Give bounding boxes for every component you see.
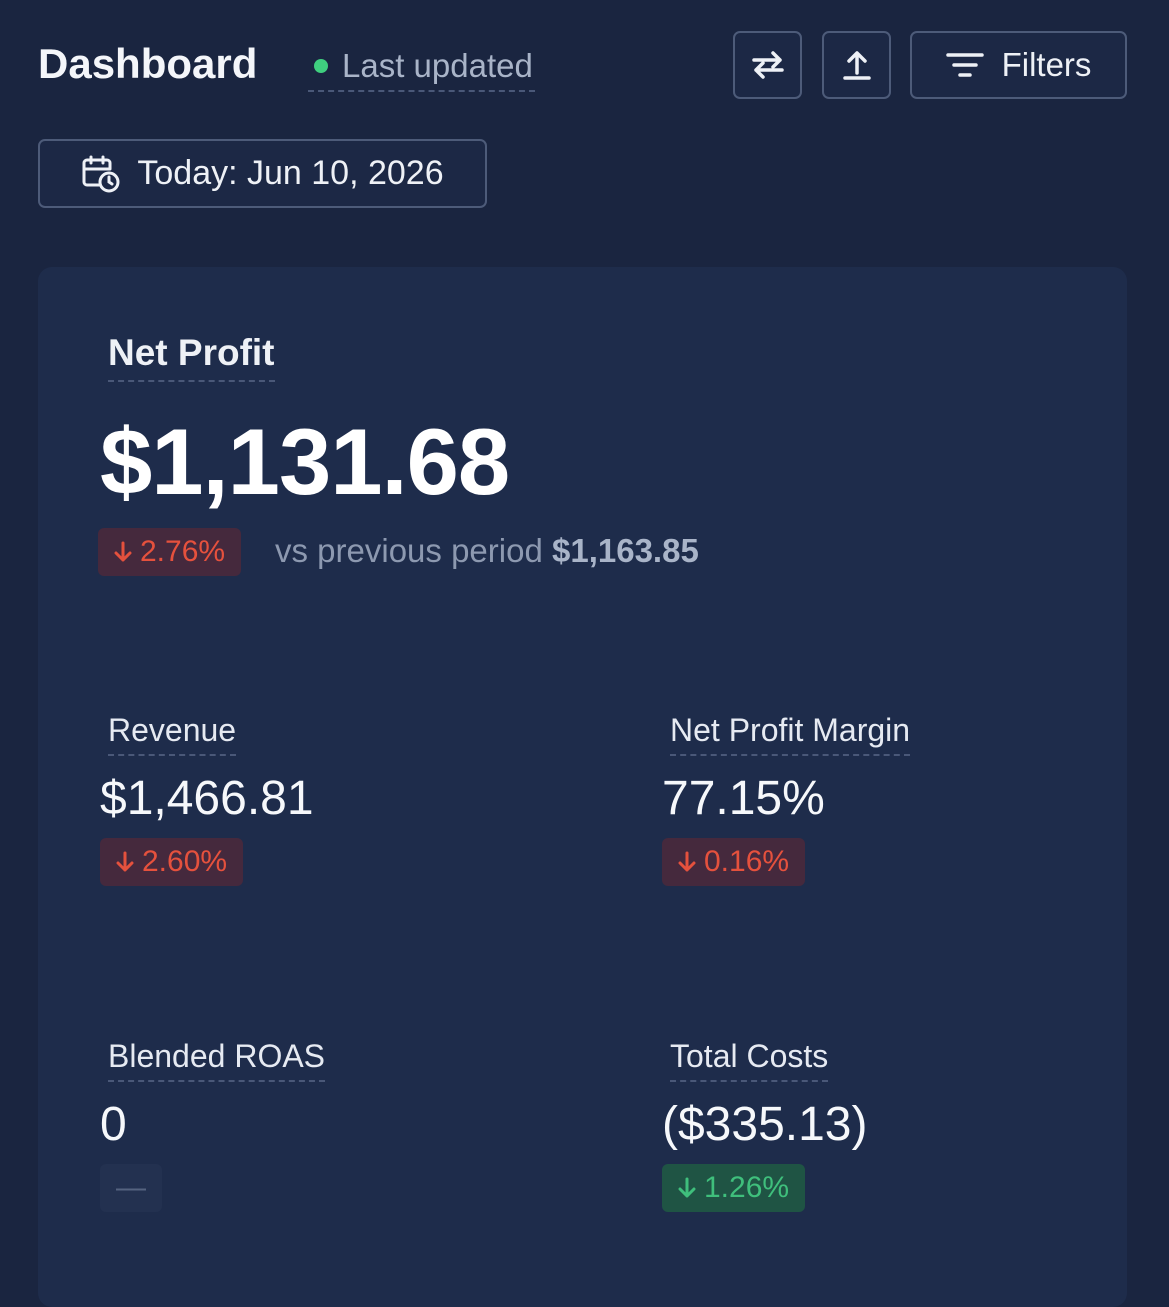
swap-button[interactable] — [733, 31, 802, 99]
metric: Net Profit Margin 77.15% 0.16% — [662, 712, 911, 886]
change-value: 2.76% — [140, 535, 226, 568]
export-icon — [842, 51, 871, 80]
status-dot — [314, 59, 328, 73]
change-badge: 2.60% — [100, 838, 244, 886]
down-arrow — [116, 851, 134, 872]
change-value: 1.26% — [704, 1171, 790, 1204]
down-arrow — [678, 1177, 696, 1198]
summary-card — [38, 267, 1127, 1307]
metric-label[interactable]: Total Costs — [670, 1038, 829, 1082]
change-badge: — — [100, 1164, 162, 1212]
date-button[interactable]: Today: Jun 10, 2026 — [38, 139, 487, 208]
filters-label: Filters — [1001, 46, 1092, 83]
page-title: Dashboard — [38, 40, 258, 87]
filters-icon — [945, 53, 984, 77]
comparison: vs previous period $1,163.85 — [275, 532, 699, 570]
page: Dashboard {"header": {"title": "Dashboar… — [38, 31, 1127, 1307]
last-updated[interactable]: Last updated — [308, 42, 535, 92]
down-arrow — [114, 541, 132, 562]
hero-value: $1,131.68 — [100, 409, 510, 514]
filters-button[interactable]: Filters — [910, 31, 1127, 99]
status-text: Last updated — [342, 47, 533, 84]
metric-label[interactable]: Blended ROAS — [108, 1038, 326, 1082]
change-badge: 1.26% — [662, 1164, 806, 1212]
metric-value: 0 — [100, 1098, 127, 1151]
hero-badge-slot: 2.76% — [98, 528, 242, 576]
metric: Revenue $1,466.81 2.60% — [100, 712, 314, 886]
previous-value: $1,163.85 — [551, 532, 699, 569]
metric-value: $1,466.81 — [100, 772, 314, 825]
change-badge: 2.76% — [98, 528, 242, 576]
date-label: Today: Jun 10, 2026 — [137, 154, 444, 192]
hero-label[interactable]: Net Profit — [108, 332, 275, 382]
change-value: 2.60% — [142, 845, 228, 878]
metric: Blended ROAS 0 — — [100, 1038, 326, 1212]
metric-label[interactable]: Net Profit Margin — [670, 712, 911, 756]
metric-value: ($335.13) — [662, 1098, 868, 1151]
change-value: 0.16% — [704, 845, 790, 878]
comparison-text: vs previous period — [275, 532, 543, 569]
dashboard: Dashboard Last updated Filters Today: Ju… — [38, 31, 1127, 1307]
calendar-icon — [82, 155, 120, 192]
metric: Total Costs ($335.13) 1.26% — [662, 1038, 867, 1212]
change-badge: 0.16% — [662, 838, 806, 886]
change-value: — — [116, 1171, 146, 1204]
metric-value: 77.15% — [662, 772, 825, 825]
down-arrow — [678, 851, 696, 872]
export-button[interactable] — [822, 31, 891, 99]
swap-icon — [751, 51, 784, 79]
metric-label[interactable]: Revenue — [108, 712, 237, 756]
